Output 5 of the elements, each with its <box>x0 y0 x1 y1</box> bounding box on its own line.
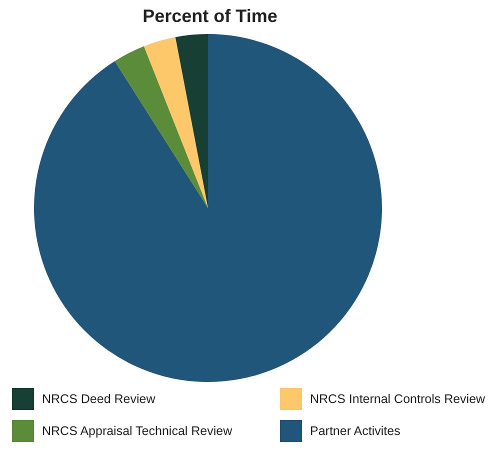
legend-label: NRCS Internal Controls Review <box>310 392 486 406</box>
legend-label: NRCS Appraisal Technical Review <box>42 424 232 438</box>
legend-label: NRCS Deed Review <box>42 392 156 406</box>
chart-title: Percent of Time <box>142 6 278 27</box>
legend-label: Partner Activites <box>310 424 400 438</box>
